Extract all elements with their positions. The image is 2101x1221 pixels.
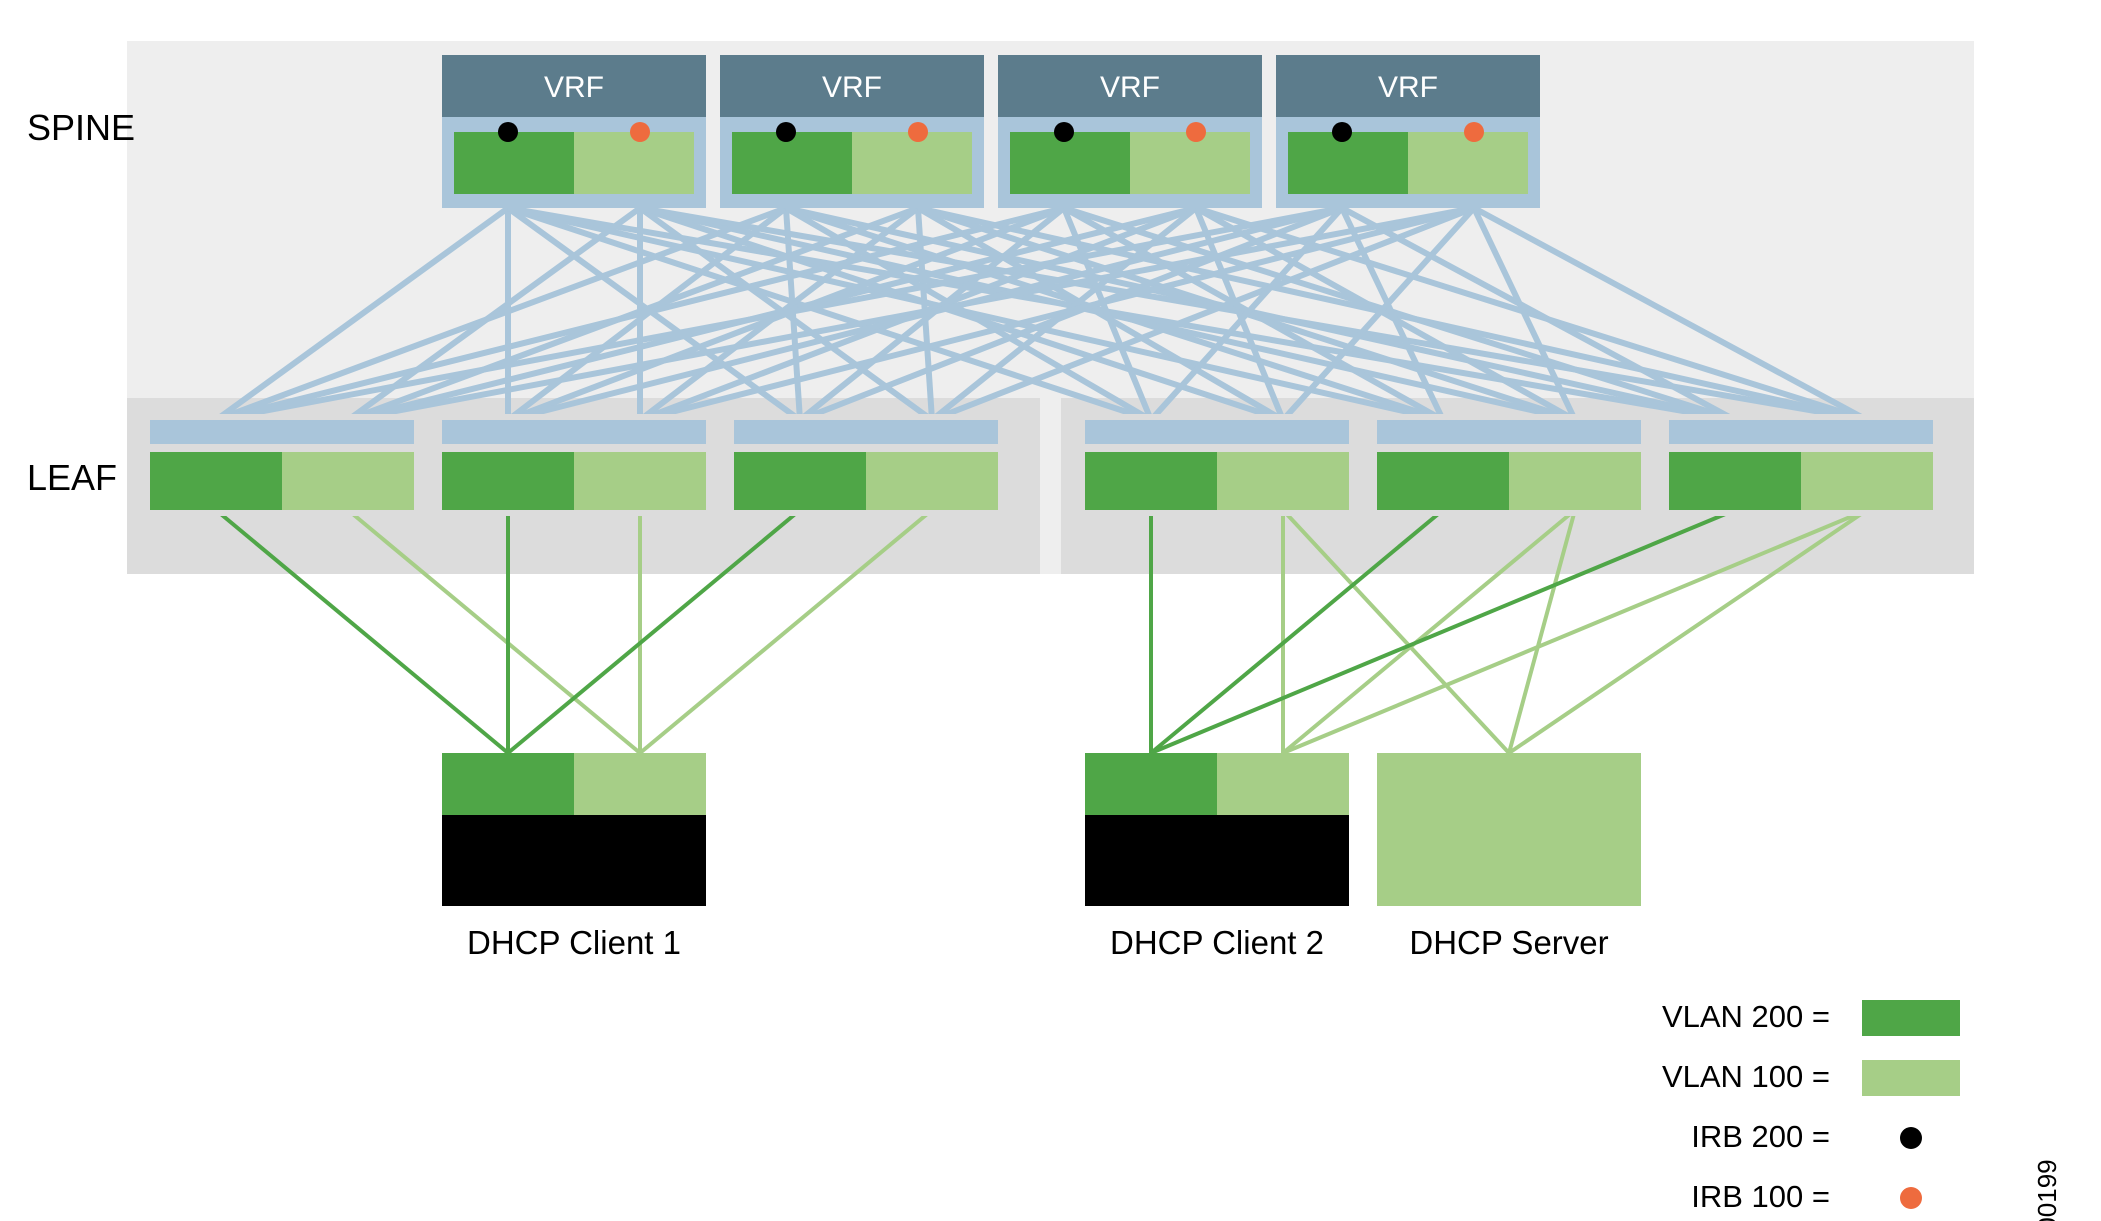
leaf-node-2	[728, 414, 1004, 516]
vlan200-block	[1010, 132, 1130, 194]
legend-label-1: VLAN 100 =	[1662, 1059, 1830, 1094]
legend-swatch-vlan200	[1862, 1000, 1960, 1036]
legend-dot-irb100	[1900, 1187, 1922, 1209]
vlan100-block	[574, 452, 706, 510]
vlan200-block	[442, 452, 574, 510]
vlan200-block	[1377, 452, 1509, 510]
leaf-top-strip	[1377, 420, 1641, 444]
vlan100-block	[1130, 132, 1250, 194]
spine-row-label: SPINE	[27, 107, 135, 148]
irb200-dot	[1054, 122, 1074, 142]
vlan100-block	[1217, 452, 1349, 510]
leaf-row-label: LEAF	[27, 457, 117, 498]
vlan100-block	[852, 132, 972, 194]
client2-label: DHCP Client 2	[1110, 924, 1324, 961]
spine-node-3: VRF	[1276, 55, 1540, 208]
legend-label-2: IRB 200 =	[1691, 1119, 1830, 1154]
leaf-top-strip	[1085, 420, 1349, 444]
vlan200-block	[1085, 452, 1217, 510]
dhcp-client-2	[1085, 753, 1349, 906]
leaf-top-strip	[1669, 420, 1933, 444]
leaf-node-5	[1663, 414, 1939, 516]
irb100-dot	[908, 122, 928, 142]
spine-node-0: VRF	[442, 55, 706, 208]
legend-dot-irb200	[1900, 1127, 1922, 1149]
vrf-label: VRF	[1100, 71, 1160, 104]
client1-label: DHCP Client 1	[467, 924, 681, 961]
server-label: DHCP Server	[1409, 924, 1608, 961]
vlan100-block	[282, 452, 414, 510]
leaf-node-1	[436, 414, 712, 516]
vlan100-block	[1801, 452, 1933, 510]
leaf-node-3	[1079, 414, 1355, 516]
irb100-dot	[1186, 122, 1206, 142]
dhcp-server	[1377, 753, 1641, 906]
vlan200-block	[150, 452, 282, 510]
irb200-dot	[776, 122, 796, 142]
vlan100-block	[574, 132, 694, 194]
vlan200-block	[732, 132, 852, 194]
leaf-node-0	[144, 414, 420, 516]
legend-label-0: VLAN 200 =	[1662, 999, 1830, 1034]
vlan200-block	[734, 452, 866, 510]
legend-swatch-vlan100	[1862, 1060, 1960, 1096]
leaf-top-strip	[150, 420, 414, 444]
vlan100-block	[866, 452, 998, 510]
vlan100-block	[1408, 132, 1528, 194]
vrf-label: VRF	[1378, 71, 1438, 104]
irb100-dot	[630, 122, 650, 142]
dhcp-client-1	[442, 753, 706, 906]
vlan200-block	[454, 132, 574, 194]
vlan200-block	[1288, 132, 1408, 194]
spine-node-2: VRF	[998, 55, 1262, 208]
leaf-top-strip	[734, 420, 998, 444]
vrf-label: VRF	[822, 71, 882, 104]
spine-node-1: VRF	[720, 55, 984, 208]
vlan100-block	[1509, 452, 1641, 510]
vrf-label: VRF	[544, 71, 604, 104]
leaf-top-strip	[442, 420, 706, 444]
irb100-dot	[1464, 122, 1484, 142]
irb200-dot	[1332, 122, 1352, 142]
graphic-id: g200199	[2032, 1159, 2062, 1221]
irb200-dot	[498, 122, 518, 142]
vlan200-block	[1669, 452, 1801, 510]
leaf-node-4	[1371, 414, 1647, 516]
legend-label-3: IRB 100 =	[1691, 1179, 1830, 1214]
